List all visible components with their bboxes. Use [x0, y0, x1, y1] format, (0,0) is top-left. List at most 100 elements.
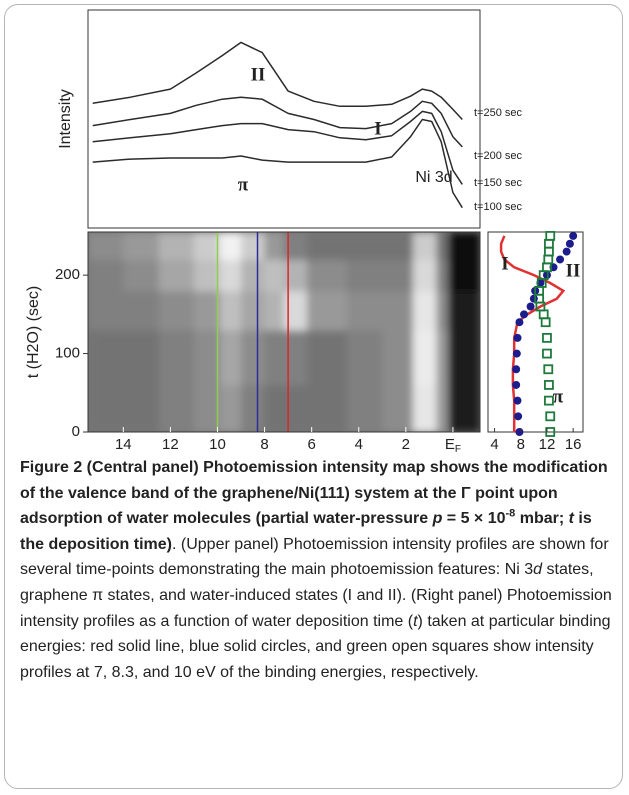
map-cell: [448, 290, 480, 331]
map-cell: [306, 384, 348, 432]
map-cell: [88, 290, 124, 331]
profile-point: [542, 332, 552, 343]
map-cell: [346, 384, 383, 432]
map-cell: [412, 384, 437, 432]
map-cell: [346, 232, 383, 260]
profile-point: [515, 428, 524, 436]
panel-frame: [487, 231, 584, 433]
map-cell: [448, 384, 480, 432]
caption-text: = 5 × 10: [442, 510, 506, 528]
spectrum-line: [92, 96, 463, 148]
series-label: t=150 sec: [474, 177, 523, 189]
profile-point: [513, 333, 522, 342]
x-tick-label: 4: [355, 436, 363, 453]
panel-frame: [87, 231, 481, 433]
map-cell: [346, 330, 383, 386]
profile-point: [544, 380, 554, 390]
profile-point: [565, 239, 574, 248]
map-cell: [264, 290, 284, 331]
map-cell: [88, 384, 124, 432]
y-tick-label: 0: [72, 423, 80, 440]
series-label: t=200 sec: [474, 150, 523, 162]
map-cell: [241, 330, 266, 386]
profile-point: [545, 231, 556, 241]
y-axis-title: t (H2O) (sec): [25, 286, 42, 378]
profile-point: [514, 412, 523, 421]
map-cell: [436, 290, 449, 331]
map-cell: [219, 290, 242, 331]
map-cell: [412, 290, 437, 331]
map-cell: [346, 259, 383, 292]
series-label: II: [566, 260, 581, 281]
map-cell: [219, 259, 242, 292]
map-cell: [382, 259, 414, 292]
profile-point: [543, 364, 554, 375]
map-cell: [123, 232, 160, 260]
annotation: II: [251, 64, 266, 85]
caption-text: . (Upper panel) Photoemission intensity …: [20, 535, 609, 579]
y-axis-title: Intensity: [57, 89, 74, 149]
map-cell: [283, 259, 308, 292]
x-tick-label: 16: [565, 436, 582, 453]
map-cell: [264, 330, 284, 386]
map-cell: [412, 259, 437, 292]
map-cell: [283, 384, 308, 432]
x-tick-label: 14: [115, 436, 132, 453]
map-cell: [88, 232, 124, 260]
x-tick-label: 2: [402, 436, 410, 453]
map-cell: [123, 384, 160, 432]
x-axis-title: Intensity (a. u.): [483, 454, 589, 455]
spectrum-line: [92, 41, 463, 121]
caption-text: -8: [505, 507, 516, 520]
map-cell: [193, 232, 221, 260]
figure-frame: [4, 4, 623, 789]
map-cell: [158, 384, 195, 432]
map-cell: [436, 384, 449, 432]
x-tick-label: 12: [539, 436, 556, 453]
map-cell: [448, 330, 480, 386]
map-cell: [193, 259, 221, 292]
map-cell: [158, 232, 195, 260]
map-cell: [241, 290, 266, 331]
series-label: π: [553, 386, 564, 407]
caption-text: ) taken at particular binding energies: …: [20, 612, 611, 681]
panel-frame: [87, 9, 481, 229]
map-cell: [241, 259, 266, 292]
annotation: I: [374, 118, 381, 139]
profile-point: [512, 349, 521, 358]
map-cells: [88, 232, 480, 432]
profile-point: [513, 396, 522, 405]
annotation: Ni 3d: [415, 169, 452, 186]
map-cell: [264, 232, 284, 260]
map-cell: [88, 330, 124, 386]
profile-point: [520, 310, 529, 319]
annotation: π: [238, 174, 249, 195]
map-cell: [306, 290, 348, 331]
profile-point: [545, 427, 556, 437]
map-cell: [158, 290, 195, 331]
figure: Intensity t=250 sec t=200 sec t=150 sec t=10…: [25, 9, 589, 455]
map-cell: [264, 259, 284, 292]
map-cell: [193, 384, 221, 432]
map-cell: [193, 330, 221, 386]
map-cell: [283, 232, 308, 260]
map-cell: [193, 290, 221, 331]
map-cell: [436, 330, 449, 386]
map-cell: [382, 232, 414, 260]
map-cell: [123, 330, 160, 386]
map-cell: [241, 232, 266, 260]
x-tick-label: 10: [209, 436, 226, 453]
map-cell: [382, 330, 414, 386]
series-label: t=100 sec: [474, 201, 523, 213]
caption-text: t: [568, 510, 574, 528]
map-cell: [412, 232, 437, 260]
map-cell: [158, 259, 195, 292]
y-tick-label: 100: [55, 345, 80, 362]
series-label: I: [501, 253, 508, 274]
map-cell: [448, 232, 480, 260]
x-tick-label: 12: [162, 436, 179, 453]
x-tick-label: 6: [307, 436, 315, 453]
map-cell: [412, 330, 437, 386]
map-cell: [382, 290, 414, 331]
